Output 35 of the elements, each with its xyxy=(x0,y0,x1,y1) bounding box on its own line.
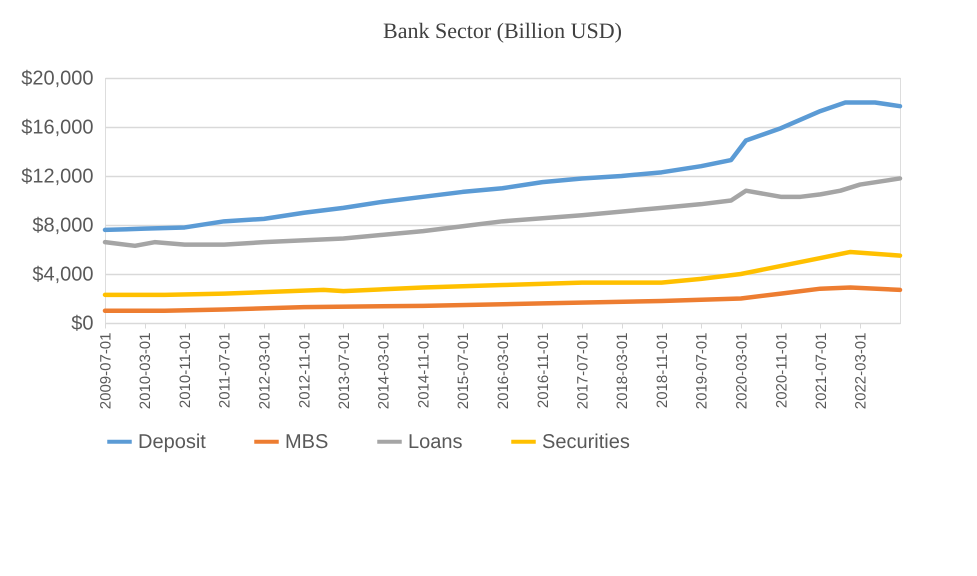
x-tick-label: 2017-07-01 xyxy=(574,332,592,410)
legend-label: Deposit xyxy=(138,430,206,453)
line-series xyxy=(102,250,902,298)
x-tick-label: 2010-03-01 xyxy=(137,332,154,410)
x-tick-label: 2009-07-01 xyxy=(98,332,114,410)
x-tick-label: 2020-03-01 xyxy=(733,332,750,410)
y-tick-label: $8,000 xyxy=(32,214,94,236)
x-tick-label: 2016-03-01 xyxy=(494,332,512,410)
legend-label: Securities xyxy=(542,430,630,453)
y-tick-label: $4,000 xyxy=(32,264,94,286)
x-tick-label: 2014-03-01 xyxy=(376,332,393,410)
legend-label: Loans xyxy=(408,430,462,453)
y-tick-label: $16,000 xyxy=(21,116,94,138)
y-tick-label: $0 xyxy=(71,312,94,334)
x-tick-label: 2011-07-01 xyxy=(216,332,234,408)
x-tick-label: 2022-03-01 xyxy=(852,332,870,410)
x-tick-label: 2019-07-01 xyxy=(694,332,711,410)
x-tick-label: 2020-11-01 xyxy=(773,332,790,408)
x-tick-label: 2013-07-01 xyxy=(336,332,353,410)
x-tick-label: 2018-11-01 xyxy=(654,332,672,408)
x-tick-label: 2010-11-01 xyxy=(177,332,194,408)
y-tick-label: $12,000 xyxy=(21,166,94,188)
x-tick-label: 2012-11-01 xyxy=(296,332,314,408)
x-tick-label: 2021-07-01 xyxy=(812,332,830,410)
y-tick-label: $20,000 xyxy=(21,68,94,90)
x-tick-label: 2016-11-01 xyxy=(534,332,552,408)
line-series xyxy=(102,100,902,232)
legend-label: MBS xyxy=(285,430,328,453)
x-tick-label: 2012-03-01 xyxy=(256,332,274,410)
x-tick-label: 2015-07-01 xyxy=(455,332,472,410)
line-series xyxy=(102,176,902,248)
chart-title: Bank Sector (Billion USD) xyxy=(383,18,622,43)
line-series xyxy=(102,285,902,313)
x-tick-label: 2018-03-01 xyxy=(614,332,632,410)
x-tick-label: 2014-11-01 xyxy=(416,332,433,408)
